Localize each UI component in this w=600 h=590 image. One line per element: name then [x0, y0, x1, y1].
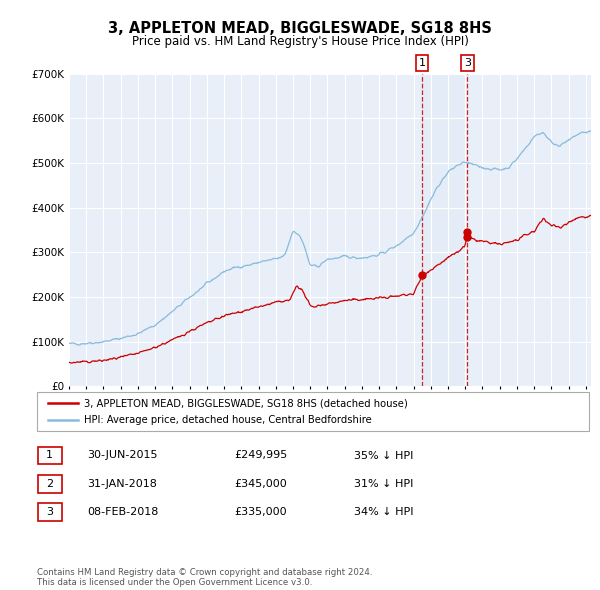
Text: Contains HM Land Registry data © Crown copyright and database right 2024.
This d: Contains HM Land Registry data © Crown c…: [37, 568, 373, 587]
Text: 30-JUN-2015: 30-JUN-2015: [87, 451, 157, 460]
Text: £345,000: £345,000: [234, 479, 287, 489]
Text: 3: 3: [46, 507, 53, 517]
Text: 3: 3: [464, 58, 471, 68]
Text: Price paid vs. HM Land Registry's House Price Index (HPI): Price paid vs. HM Land Registry's House …: [131, 35, 469, 48]
Text: £249,995: £249,995: [234, 451, 287, 460]
Text: 31% ↓ HPI: 31% ↓ HPI: [354, 479, 413, 489]
Text: £335,000: £335,000: [234, 507, 287, 517]
Text: 35% ↓ HPI: 35% ↓ HPI: [354, 451, 413, 460]
Text: 08-FEB-2018: 08-FEB-2018: [87, 507, 158, 517]
Text: 3, APPLETON MEAD, BIGGLESWADE, SG18 8HS (detached house): 3, APPLETON MEAD, BIGGLESWADE, SG18 8HS …: [84, 398, 408, 408]
Text: 2: 2: [46, 479, 53, 489]
Text: 1: 1: [46, 451, 53, 460]
Text: 3, APPLETON MEAD, BIGGLESWADE, SG18 8HS: 3, APPLETON MEAD, BIGGLESWADE, SG18 8HS: [108, 21, 492, 35]
Text: 31-JAN-2018: 31-JAN-2018: [87, 479, 157, 489]
Text: 1: 1: [419, 58, 425, 68]
Bar: [422, 74, 467, 386]
Text: 34% ↓ HPI: 34% ↓ HPI: [354, 507, 413, 517]
Text: HPI: Average price, detached house, Central Bedfordshire: HPI: Average price, detached house, Cent…: [84, 415, 372, 425]
